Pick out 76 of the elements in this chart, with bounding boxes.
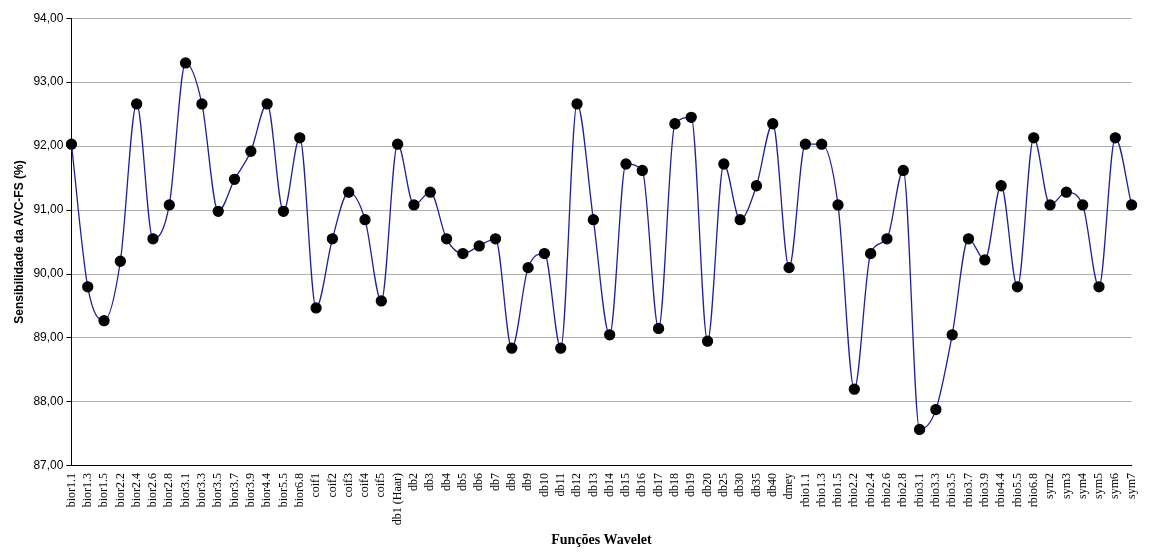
- x-tick-label: bior1.3: [79, 472, 94, 508]
- x-tick-label: db17: [650, 472, 665, 497]
- x-tick-label: db8: [503, 472, 518, 491]
- x-tick-label: sym2: [1042, 472, 1057, 499]
- x-tick-label: db18: [667, 472, 682, 497]
- x-tick-label: bior2.2: [112, 472, 127, 508]
- x-tick-label: db14: [601, 472, 616, 497]
- x-tick-label: coif3: [340, 472, 355, 498]
- x-tick-label: sym4: [1074, 472, 1089, 499]
- x-tick-label: rbio5.5: [1009, 472, 1024, 508]
- x-tick-label: dmey: [781, 472, 796, 500]
- x-tick-label: bior3.5: [210, 472, 225, 508]
- x-tick-label: db40: [764, 472, 779, 497]
- x-tick-label: sym3: [1058, 472, 1073, 499]
- x-tick-label: rbio1.3: [813, 472, 828, 508]
- x-tick-label: db4: [438, 472, 453, 491]
- x-tick-label: db9: [520, 472, 535, 491]
- x-tick-label: bior3.7: [226, 472, 241, 508]
- x-tick-label: coif4: [357, 472, 372, 498]
- x-tick-label: db25: [716, 472, 730, 497]
- x-tick-label: bior5.5: [275, 472, 290, 508]
- x-tick-label: bior6.8: [291, 472, 306, 508]
- x-tick-label: rbio2.6: [879, 472, 894, 508]
- x-tick-label: rbio1.1: [797, 472, 812, 508]
- x-tick-label: db15: [618, 472, 633, 497]
- x-tick-label: rbio3.1: [911, 472, 926, 508]
- x-tick-label: coif1: [308, 472, 323, 498]
- x-tick-label: rbio4.4: [993, 472, 1008, 508]
- x-tick-label: db1 (Haar): [389, 472, 404, 526]
- x-tick-label: rbio6.8: [1025, 472, 1040, 508]
- x-tick-label: db16: [634, 472, 649, 497]
- x-tick-label: db2: [406, 472, 421, 491]
- x-tick-label: rbio3.3: [928, 472, 943, 508]
- x-tick-label: sym5: [1091, 472, 1106, 499]
- x-tick-label: coif5: [373, 472, 388, 498]
- x-tick-label: db3: [422, 472, 437, 491]
- x-tick-label: db12: [569, 472, 584, 497]
- y-tick-label: 87,00: [33, 458, 64, 473]
- x-tick-label: db19: [683, 472, 698, 497]
- x-tick-label: db11: [552, 472, 567, 497]
- x-tick-label: db20: [699, 472, 714, 497]
- x-tick-label: db7: [487, 472, 502, 491]
- x-tick-label: bior2.6: [145, 472, 160, 508]
- y-tick-label: 88,00: [33, 394, 64, 409]
- y-tick-label: 92,00: [33, 138, 64, 153]
- y-tick-label: 91,00: [33, 202, 64, 217]
- y-axis-title: Sensibilidade da AVC-FS (%): [11, 160, 26, 324]
- x-tick-label: rbio3.5: [944, 472, 959, 508]
- x-axis-title: Funções Wavelet: [551, 532, 653, 548]
- x-tick-label: bior1.5: [96, 472, 111, 508]
- x-tick-label: rbio2.2: [846, 472, 861, 508]
- y-tick-label: 93,00: [33, 74, 64, 89]
- x-tick-label: coif2: [324, 472, 339, 498]
- x-tick-label: bior3.1: [177, 472, 192, 508]
- x-tick-label: sym6: [1107, 472, 1122, 499]
- x-tick-label: rbio2.4: [862, 472, 877, 508]
- x-tick-label: db5: [455, 472, 470, 491]
- y-tick-label: 94,00: [33, 10, 64, 25]
- x-tick-label: rbio3.9: [976, 472, 991, 508]
- x-tick-label: sym7: [1123, 472, 1138, 499]
- x-tick-label: bior1.1: [63, 472, 78, 508]
- x-tick-label: bior2.8: [161, 472, 176, 508]
- y-tick-label: 89,00: [33, 330, 64, 345]
- y-tick-label: 90,00: [33, 266, 64, 281]
- x-tick-label: bior4.4: [259, 472, 274, 508]
- x-tick-label: rbio2.8: [895, 472, 910, 508]
- x-tick-label: bior2.4: [128, 472, 143, 508]
- x-tick-label: bior3.9: [243, 472, 257, 508]
- x-tick-label: rbio1.5: [830, 472, 845, 508]
- x-tick-label: db30: [732, 472, 747, 497]
- x-tick-label: bior3.3: [194, 472, 209, 508]
- x-tick-label: db6: [471, 472, 486, 491]
- x-tick-label: db10: [536, 472, 551, 497]
- x-tick-label: db13: [585, 472, 600, 497]
- x-tick-label: rbio3.7: [960, 472, 975, 508]
- x-tick-label: db35: [748, 472, 763, 497]
